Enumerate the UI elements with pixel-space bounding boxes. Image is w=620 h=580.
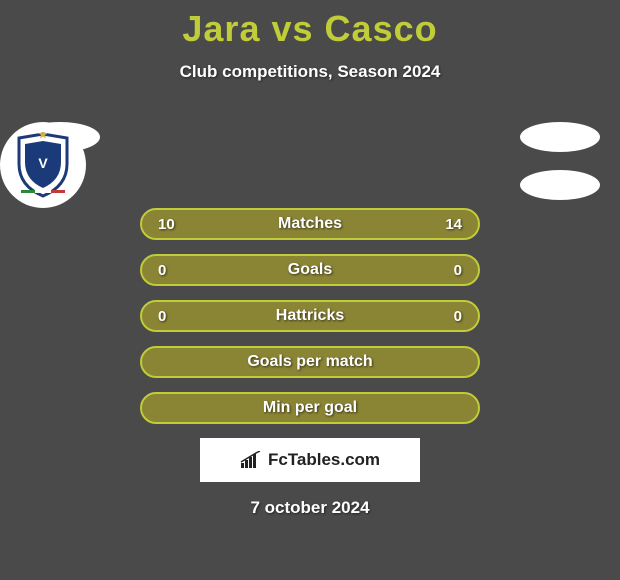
stat-left-value: 0 xyxy=(158,262,188,279)
branding-box: FcTables.com xyxy=(200,438,420,482)
stat-left-value: 10 xyxy=(158,216,188,233)
branding-text: FcTables.com xyxy=(268,450,380,470)
player2-name: Casco xyxy=(325,8,438,49)
infographic-container: Jara vs Casco Club competitions, Season … xyxy=(0,0,620,580)
player1-name: Jara xyxy=(182,8,260,49)
shield-icon: V xyxy=(15,132,71,198)
stat-row-goals: 0 Goals 0 xyxy=(140,254,480,286)
stat-row-min-per-goal: Min per goal xyxy=(140,392,480,424)
svg-text:V: V xyxy=(38,155,48,171)
stat-right-value: 0 xyxy=(432,262,462,279)
stat-label: Goals xyxy=(288,261,332,279)
team2-emblem-placeholder-2 xyxy=(520,170,600,200)
chart-icon xyxy=(240,451,262,469)
stat-label: Matches xyxy=(278,215,342,233)
subtitle: Club competitions, Season 2024 xyxy=(0,62,620,82)
stats-area: V 10 Matches 14 0 Goals 0 0 xyxy=(0,122,620,518)
stat-label: Hattricks xyxy=(276,307,344,325)
stat-row-goals-per-match: Goals per match xyxy=(140,346,480,378)
stat-row-matches: 10 Matches 14 xyxy=(140,208,480,240)
vs-label: vs xyxy=(271,8,313,49)
title-row: Jara vs Casco xyxy=(0,0,620,50)
stat-label: Min per goal xyxy=(263,399,357,417)
stat-right-value: 0 xyxy=(432,308,462,325)
stat-right-value: 14 xyxy=(432,216,462,233)
stat-label: Goals per match xyxy=(247,353,372,371)
team2-emblem-placeholder-1 xyxy=(520,122,600,152)
stat-rows: 10 Matches 14 0 Goals 0 0 Hattricks 0 Go… xyxy=(140,208,480,424)
date-label: 7 october 2024 xyxy=(0,498,620,518)
stat-row-hattricks: 0 Hattricks 0 xyxy=(140,300,480,332)
stat-left-value: 0 xyxy=(158,308,188,325)
